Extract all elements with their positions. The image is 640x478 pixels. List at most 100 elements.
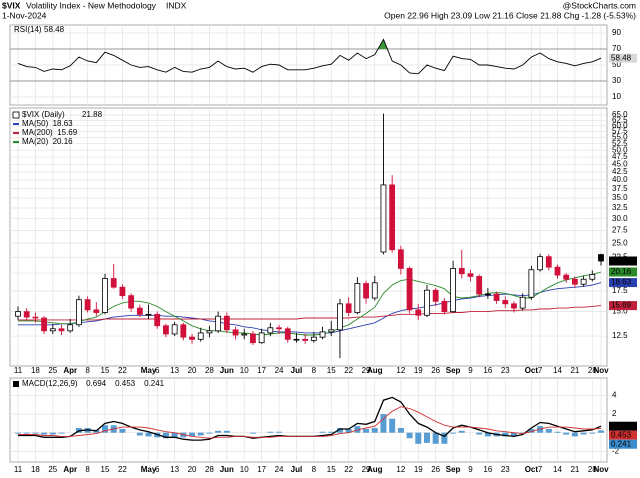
candle-body bbox=[145, 313, 152, 316]
candle-body bbox=[206, 330, 213, 334]
candle-body bbox=[371, 282, 378, 299]
x-tick-label: Jul bbox=[291, 465, 303, 474]
x-tick-label: 22 bbox=[344, 465, 353, 474]
x-tick-label: 13 bbox=[170, 465, 179, 474]
candle-body bbox=[458, 268, 465, 275]
legend-name: MA(50) bbox=[22, 119, 49, 128]
value-box-label: 15.69 bbox=[611, 301, 632, 310]
x-tick-label: May bbox=[141, 366, 157, 375]
histogram-bar bbox=[598, 430, 604, 433]
x-tick-label: 13 bbox=[170, 366, 179, 375]
histogram-bar bbox=[589, 432, 596, 434]
x-tick-label: 17 bbox=[257, 465, 266, 474]
legend-name: MACD(12,26,9) bbox=[22, 379, 78, 388]
x-tick-label: Nov bbox=[593, 366, 609, 375]
y-tick-label: 15.0 bbox=[612, 307, 628, 316]
candle-body bbox=[598, 254, 604, 262]
legend-value: 0.453 bbox=[115, 379, 136, 388]
x-tick-label: 25 bbox=[48, 366, 57, 375]
candle-body bbox=[171, 324, 178, 335]
candle-body bbox=[467, 273, 474, 277]
histogram-bar bbox=[58, 432, 65, 434]
x-tick-label: 24 bbox=[275, 366, 284, 375]
legend-value: 18.63 bbox=[53, 119, 74, 128]
histogram-bar bbox=[423, 432, 430, 443]
histogram-bar bbox=[363, 428, 370, 433]
moving-average bbox=[18, 305, 602, 321]
histogram-bar bbox=[180, 432, 187, 438]
candle-body bbox=[189, 336, 195, 340]
x-tick-label: 9 bbox=[468, 465, 473, 474]
candle-body bbox=[58, 328, 65, 332]
value-box bbox=[609, 421, 637, 431]
x-tick-label: 7 bbox=[538, 366, 543, 375]
y-tick-label: 10 bbox=[612, 92, 621, 101]
y-tick-label: 37.5 bbox=[612, 184, 628, 193]
histogram-bar bbox=[484, 432, 491, 437]
candle-body bbox=[337, 303, 343, 331]
x-tick-label: 14 bbox=[553, 465, 562, 474]
x-tick-label: 11 bbox=[14, 465, 23, 474]
value-box bbox=[609, 301, 637, 311]
candle-body bbox=[389, 184, 396, 251]
candle-body bbox=[32, 316, 39, 319]
candle-body bbox=[519, 296, 526, 309]
x-tick-label: 15 bbox=[327, 465, 336, 474]
legend-value: 15.69 bbox=[57, 128, 78, 137]
x-tick-label: 29 bbox=[362, 465, 371, 474]
y-tick-label: 40.0 bbox=[612, 175, 628, 184]
candle-body bbox=[276, 327, 282, 330]
histogram-bar bbox=[336, 428, 343, 433]
histogram-bar bbox=[319, 431, 326, 433]
value-box-label: 18.63 bbox=[611, 278, 632, 287]
x-tick-label: 22 bbox=[344, 366, 353, 375]
candle-body bbox=[319, 331, 326, 338]
x-tick-label: 6 bbox=[155, 366, 160, 375]
x-tick-label: Jul bbox=[291, 366, 303, 375]
candle-body bbox=[163, 325, 169, 335]
x-tick-label: 8 bbox=[312, 366, 317, 375]
x-tick-label: 28 bbox=[205, 366, 214, 375]
source: @StockCharts.com bbox=[563, 0, 636, 10]
value-box bbox=[609, 53, 637, 63]
x-tick-label: 29 bbox=[362, 366, 371, 375]
candle-body bbox=[110, 278, 117, 288]
candle-body bbox=[41, 317, 48, 332]
x-tick-label: 15 bbox=[327, 366, 336, 375]
x-tick-label: May bbox=[141, 465, 157, 474]
y-tick-label: 65.0 bbox=[612, 110, 628, 119]
date: 1-Nov-2024 bbox=[2, 10, 47, 20]
x-tick-label: 10 bbox=[240, 366, 249, 375]
x-tick-label: 15 bbox=[101, 465, 110, 474]
histogram-bar bbox=[450, 432, 457, 434]
x-tick-label: Aug bbox=[367, 366, 383, 375]
x-tick-label: 16 bbox=[483, 366, 492, 375]
candle-body bbox=[76, 299, 82, 326]
x-tick-label: Apr bbox=[63, 366, 77, 375]
candle-body bbox=[345, 303, 352, 313]
histogram-bar bbox=[510, 432, 517, 437]
histogram-bar bbox=[276, 431, 283, 433]
histogram-bar bbox=[162, 432, 169, 439]
histogram-bar bbox=[102, 425, 109, 433]
y-tick-label: 62.5 bbox=[612, 115, 628, 124]
x-tick-label: Jun bbox=[220, 465, 234, 474]
candle-body bbox=[380, 184, 387, 253]
histogram-bar bbox=[136, 432, 143, 436]
x-tick-label: 24 bbox=[275, 465, 284, 474]
x-tick-label: 23 bbox=[501, 366, 510, 375]
legend-name: RSI(14) bbox=[14, 25, 42, 34]
candle-body bbox=[397, 249, 404, 269]
candle-body bbox=[67, 324, 74, 332]
candle-body bbox=[484, 293, 491, 296]
candle-body bbox=[250, 333, 256, 344]
candle-body bbox=[302, 338, 309, 341]
candle-body bbox=[571, 278, 578, 285]
histogram-bar bbox=[15, 432, 21, 434]
y-tick-label: 2 bbox=[612, 409, 617, 418]
histogram-bar bbox=[345, 428, 352, 433]
legend-name: $VIX (Daily) bbox=[22, 110, 65, 119]
candle-body bbox=[284, 328, 291, 340]
candle-body bbox=[23, 311, 30, 318]
